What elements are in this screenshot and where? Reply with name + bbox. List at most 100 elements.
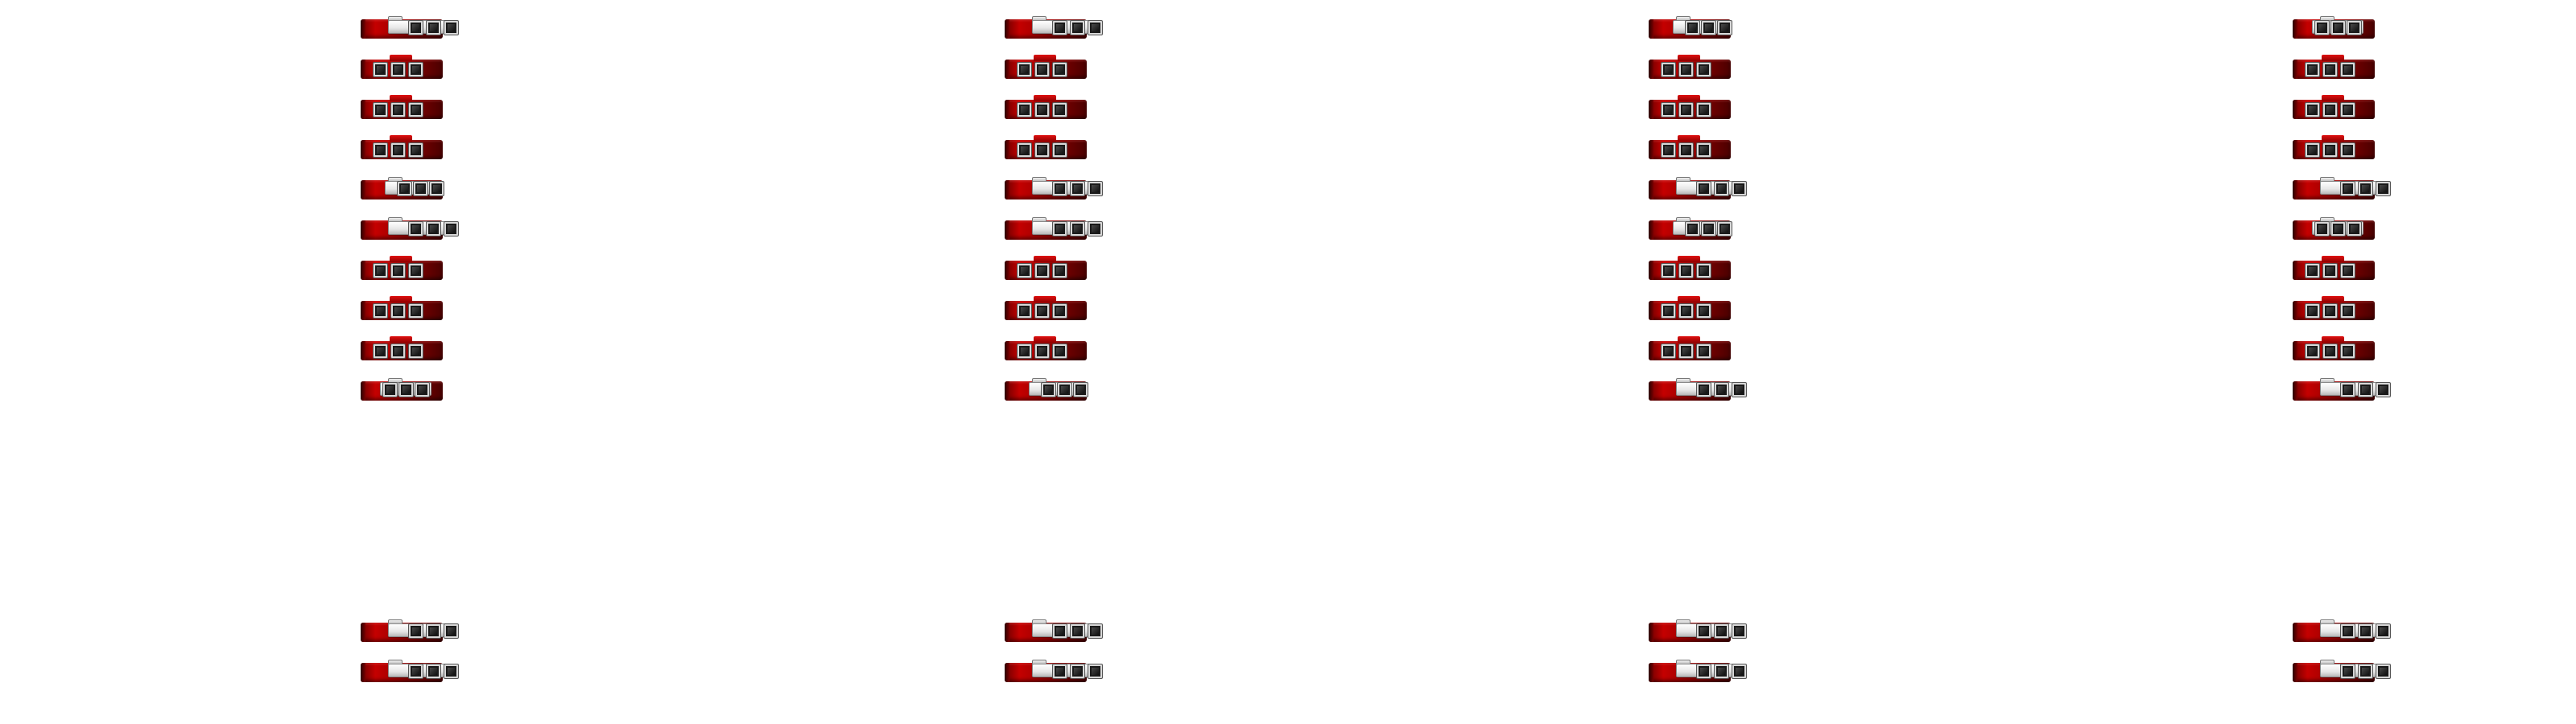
control-widget[interactable] <box>2289 129 2394 161</box>
square-button[interactable] <box>1686 21 1699 35</box>
control-widget[interactable] <box>1645 249 1750 282</box>
square-button[interactable] <box>427 624 440 638</box>
square-button[interactable] <box>1053 63 1067 76</box>
square-button[interactable] <box>1071 624 1084 638</box>
square-button[interactable] <box>1718 222 1732 236</box>
control-widget[interactable] <box>357 169 462 201</box>
square-button[interactable] <box>2359 182 2372 195</box>
square-button[interactable] <box>1662 103 1675 117</box>
control-widget[interactable] <box>2289 611 2394 644</box>
square-button[interactable] <box>1053 143 1067 157</box>
square-button[interactable] <box>1035 264 1049 278</box>
square-button[interactable] <box>1679 344 1693 358</box>
square-button[interactable] <box>1697 264 1711 278</box>
square-button[interactable] <box>399 383 413 397</box>
square-button[interactable] <box>1035 344 1049 358</box>
square-button[interactable] <box>374 264 387 278</box>
square-button[interactable] <box>427 21 440 35</box>
square-button[interactable] <box>2341 304 2355 318</box>
control-widget[interactable] <box>357 48 462 80</box>
control-widget[interactable] <box>1001 48 1106 80</box>
control-widget[interactable] <box>357 652 462 684</box>
control-widget[interactable] <box>2289 290 2394 322</box>
control-widget[interactable] <box>2289 8 2394 40</box>
control-widget[interactable] <box>357 8 462 40</box>
square-button[interactable] <box>2323 304 2337 318</box>
square-button[interactable] <box>1732 624 1746 638</box>
square-button[interactable] <box>2376 182 2390 195</box>
square-button[interactable] <box>2359 383 2372 397</box>
square-button[interactable] <box>2376 664 2390 678</box>
control-widget[interactable] <box>1001 88 1106 121</box>
square-button[interactable] <box>2306 304 2319 318</box>
square-button[interactable] <box>1697 63 1711 76</box>
square-button[interactable] <box>1071 182 1084 195</box>
square-button[interactable] <box>1035 103 1049 117</box>
square-button[interactable] <box>2341 664 2355 678</box>
square-button[interactable] <box>444 21 458 35</box>
square-button[interactable] <box>1697 143 1711 157</box>
square-button[interactable] <box>391 264 405 278</box>
square-button[interactable] <box>1071 21 1084 35</box>
square-button[interactable] <box>409 304 423 318</box>
square-button[interactable] <box>409 63 423 76</box>
square-button[interactable] <box>1715 664 1728 678</box>
control-widget[interactable] <box>1645 330 1750 362</box>
control-widget[interactable] <box>1001 611 1106 644</box>
square-button[interactable] <box>391 304 405 318</box>
control-widget[interactable] <box>1645 169 1750 201</box>
control-widget[interactable] <box>1645 652 1750 684</box>
square-button[interactable] <box>1662 304 1675 318</box>
square-button[interactable] <box>374 344 387 358</box>
square-button[interactable] <box>391 63 405 76</box>
square-button[interactable] <box>1035 63 1049 76</box>
control-widget[interactable] <box>1001 652 1106 684</box>
square-button[interactable] <box>1053 344 1067 358</box>
square-button[interactable] <box>409 21 423 35</box>
square-button[interactable] <box>1697 383 1711 397</box>
square-button[interactable] <box>2347 222 2361 236</box>
square-button[interactable] <box>1732 182 1746 195</box>
square-button[interactable] <box>1071 222 1084 236</box>
control-widget[interactable] <box>2289 48 2394 80</box>
square-button[interactable] <box>374 103 387 117</box>
square-button[interactable] <box>1679 103 1693 117</box>
square-button[interactable] <box>427 664 440 678</box>
control-widget[interactable] <box>357 129 462 161</box>
square-button[interactable] <box>2306 143 2319 157</box>
control-widget[interactable] <box>357 370 462 402</box>
square-button[interactable] <box>2323 344 2337 358</box>
square-button[interactable] <box>1679 143 1693 157</box>
control-widget[interactable] <box>2289 370 2394 402</box>
square-button[interactable] <box>1071 664 1084 678</box>
square-button[interactable] <box>2341 264 2355 278</box>
square-button[interactable] <box>2323 264 2337 278</box>
square-button[interactable] <box>409 103 423 117</box>
control-widget[interactable] <box>1645 88 1750 121</box>
square-button[interactable] <box>2347 21 2361 35</box>
square-button[interactable] <box>1088 624 1102 638</box>
square-button[interactable] <box>1053 264 1067 278</box>
square-button[interactable] <box>2341 63 2355 76</box>
control-widget[interactable] <box>2289 330 2394 362</box>
control-widget[interactable] <box>1001 8 1106 40</box>
square-button[interactable] <box>1053 182 1067 195</box>
control-widget[interactable] <box>357 209 462 241</box>
square-button[interactable] <box>1074 383 1088 397</box>
square-button[interactable] <box>1679 63 1693 76</box>
square-button[interactable] <box>2315 222 2329 236</box>
control-widget[interactable] <box>357 290 462 322</box>
square-button[interactable] <box>1018 304 1031 318</box>
square-button[interactable] <box>1679 264 1693 278</box>
square-button[interactable] <box>444 664 458 678</box>
square-button[interactable] <box>409 344 423 358</box>
square-button[interactable] <box>409 222 423 236</box>
square-button[interactable] <box>383 383 397 397</box>
square-button[interactable] <box>1679 304 1693 318</box>
square-button[interactable] <box>1088 182 1102 195</box>
square-button[interactable] <box>2341 103 2355 117</box>
square-button[interactable] <box>2323 63 2337 76</box>
square-button[interactable] <box>2359 664 2372 678</box>
square-button[interactable] <box>374 63 387 76</box>
control-widget[interactable] <box>1001 290 1106 322</box>
